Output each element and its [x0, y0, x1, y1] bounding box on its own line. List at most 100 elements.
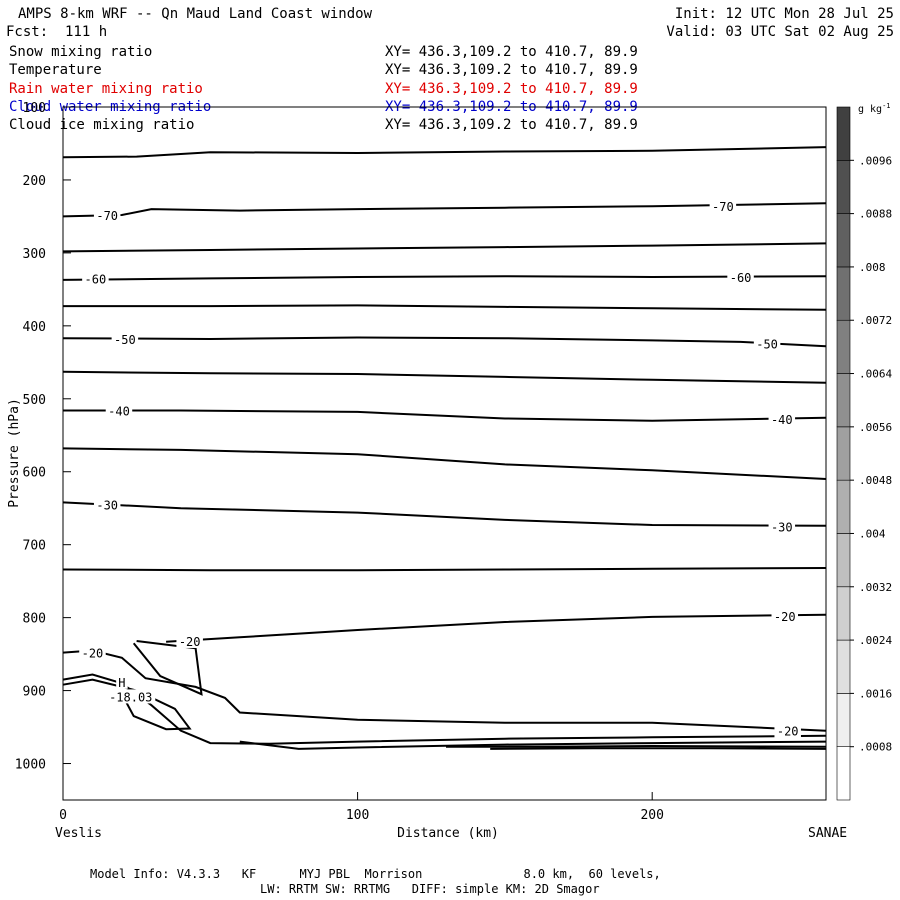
- colorbar-tick-label: .0072: [859, 314, 892, 327]
- contour-label-bg: [82, 271, 109, 286]
- contour-label-bg: [116, 674, 128, 689]
- contour-line: [166, 613, 827, 643]
- colorbar-tick-label: .0032: [859, 581, 892, 594]
- colorbar-swatch: [836, 639, 851, 694]
- contour-label: -20: [777, 725, 799, 739]
- contour-label-bg: [93, 497, 121, 512]
- contour-label-bg: [79, 645, 106, 660]
- contour-line: [62, 275, 827, 281]
- contour-line: [62, 678, 192, 731]
- y-tick-label: 1000: [15, 758, 46, 773]
- y-tick-label: 300: [23, 247, 46, 262]
- colorbar-unit-text: g kg: [858, 104, 882, 115]
- contour-label: -60: [85, 272, 107, 286]
- y-axis: 100 200 300 400 500 600 700 800 900 1000: [15, 101, 71, 773]
- contour-label: -30: [771, 520, 793, 534]
- field-name: Rain water mixing ratio: [9, 81, 203, 97]
- y-tick-label: 400: [23, 320, 46, 335]
- colorbar-swatch: [836, 213, 851, 268]
- colorbar-tick-label: .0088: [859, 208, 892, 221]
- contour-label: -40: [108, 404, 130, 418]
- contour-label-bg: [768, 412, 796, 427]
- field-name: Temperature: [9, 62, 102, 78]
- contour-label: -50: [756, 337, 778, 351]
- field-xy: XY= 436.3,109.2 to 410.7, 89.9: [385, 81, 638, 97]
- contour-label: -20: [774, 610, 796, 624]
- contour-line: [62, 673, 827, 745]
- contour-label-bg: [105, 403, 133, 418]
- contour-line: [490, 747, 827, 750]
- y-tick-label: 700: [23, 539, 46, 554]
- colorbar-swatch: [836, 266, 851, 321]
- chart-title: AMPS 8-km WRF -- Qn Maud Land Coast wind…: [18, 6, 373, 22]
- colorbar-swatch: [836, 746, 851, 801]
- contour-label-bg: [774, 723, 801, 738]
- x-tick-label: 200: [640, 808, 663, 823]
- y-tick-label: 900: [23, 685, 46, 700]
- y-tick-label: 600: [23, 466, 46, 481]
- contour-line: [132, 640, 203, 696]
- y-axis-label: Pressure (hPa): [7, 398, 22, 508]
- contour-line: [62, 370, 827, 384]
- colorbar-tick-label: .0016: [859, 687, 892, 700]
- y-tick-label: 200: [23, 174, 46, 189]
- contour-label: H: [118, 676, 125, 690]
- init-time: Init: 12 UTC Mon 28 Jul 25: [674, 6, 894, 22]
- contour-label-bg: [727, 269, 754, 284]
- y-tick-label: 800: [23, 612, 46, 627]
- field-name: Cloud ice mixing ratio: [9, 117, 195, 133]
- contour-label-bg: [111, 331, 139, 346]
- contour-line: [62, 447, 827, 480]
- colorbar-tick-label: .004: [859, 527, 886, 540]
- contour-line: [62, 649, 827, 732]
- colorbar: .0008 .0016 .0024 .0032 .004 .0048 .0056 .0064.…: [836, 106, 892, 801]
- x-left-endpoint-label: Veslis: [55, 826, 102, 841]
- contour-label: -70: [712, 200, 734, 214]
- colorbar-unit-exponent: -1: [882, 102, 890, 110]
- contour-label: -30: [96, 499, 118, 513]
- x-axis-label: Distance (km): [397, 826, 499, 841]
- y-tick-label: 100: [23, 101, 46, 116]
- colorbar-unit: g kg-1: [858, 102, 891, 115]
- field-name: Snow mixing ratio: [9, 44, 153, 60]
- colorbar-swatch: [836, 160, 851, 214]
- colorbar-swatch: [836, 586, 851, 641]
- colorbar-tick-label: .0024: [859, 634, 892, 647]
- model-info-line2: LW: RRTM SW: RRTMG DIFF: simple KM: 2D S…: [260, 882, 600, 896]
- contour-label-layer: -70 -70 -60 -60 -50 -50 -40 -40 -30 -30 -20 -20 -20 -…: [79, 199, 801, 739]
- contour-label-bg: [753, 336, 781, 351]
- contour-label: -40: [771, 413, 793, 427]
- colorbar-tick-label: .008: [859, 261, 886, 274]
- colorbar-swatch: [836, 533, 851, 588]
- contour-line: [62, 202, 827, 218]
- colorbar-tick-label: .0064: [859, 368, 892, 381]
- x-tick-label: 100: [346, 808, 369, 823]
- colorbar-swatch: [836, 426, 851, 481]
- model-info-line1: Model Info: V4.3.3 KF MYJ PBL Morrison 8…: [90, 867, 661, 881]
- contour-label: -18.03: [109, 690, 152, 704]
- colorbar-swatch: [836, 693, 851, 747]
- valid-time: Valid: 03 UTC Sat 02 Aug 25: [666, 24, 894, 40]
- contour-line: [63, 409, 827, 422]
- contour-label: -60: [730, 271, 752, 285]
- forecast-hour: Fcst: 111 h: [6, 24, 108, 40]
- plot-frame: [62, 106, 827, 801]
- contour-label-bg: [93, 207, 121, 222]
- contour-label-bg: [709, 199, 737, 214]
- contour-line: [62, 146, 827, 159]
- contour-line: [63, 304, 827, 311]
- field-xy: XY= 436.3,109.2 to 410.7, 89.9: [385, 62, 638, 78]
- contour-label: -70: [96, 209, 118, 223]
- y-tick-label: 500: [23, 393, 46, 408]
- contour-line: [62, 501, 827, 527]
- contour-line: [446, 744, 827, 748]
- x-tick-label: 0: [59, 808, 67, 823]
- contour-label: -50: [114, 333, 136, 347]
- contour-layer: [62, 146, 827, 750]
- colorbar-swatch: [836, 319, 851, 374]
- contour-label-bg: [106, 689, 156, 704]
- contour-line: [62, 567, 827, 572]
- contour-label: -20: [179, 635, 201, 649]
- contour-label: -20: [82, 647, 104, 661]
